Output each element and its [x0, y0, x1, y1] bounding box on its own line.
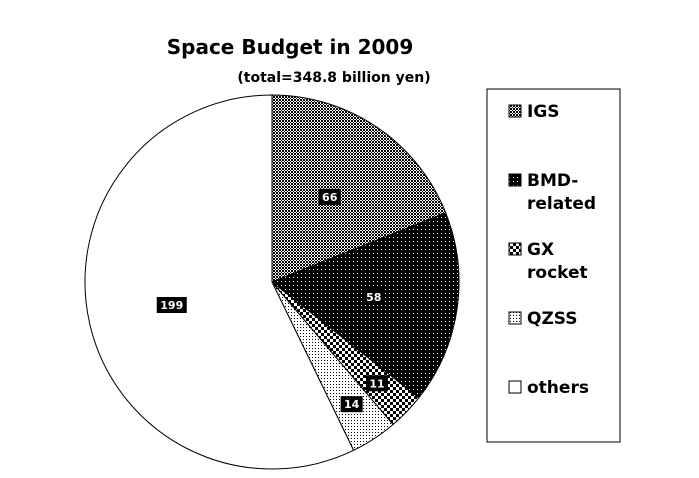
data-label-others: 199: [156, 297, 187, 314]
legend-swatch: [508, 173, 522, 187]
pie-slice-others: [84, 94, 355, 470]
data-label-gx-rocket: 11: [365, 375, 388, 392]
pie-slice-bmd-related: [271, 212, 460, 399]
chart-title: Space Budget in 2009: [167, 35, 414, 59]
legend-swatch: [508, 104, 522, 118]
data-label-text: 14: [344, 398, 360, 411]
pie-data-labels: 66 58 11 14 199: [156, 188, 388, 413]
legend-label: others: [527, 378, 589, 398]
pie-slices: [84, 94, 460, 470]
legend-swatch: [508, 242, 522, 256]
data-label-text: 66: [322, 191, 338, 204]
legend-label: IGS: [527, 102, 560, 122]
data-label-text: 58: [366, 291, 381, 304]
legend-item-others: others: [508, 378, 589, 398]
data-label-background: [156, 297, 187, 314]
legend-swatch: [508, 380, 522, 394]
data-label-igs: 66: [318, 188, 341, 205]
data-label-qzss: 14: [340, 396, 363, 413]
legend-label: GX: [527, 240, 554, 260]
legend-label: rocket: [527, 263, 588, 283]
legend-label: BMD-: [527, 171, 578, 191]
chart-subtitle: (total=348.8 billion yen): [237, 70, 430, 86]
data-label-background: [340, 396, 363, 413]
data-label-text: 11: [369, 377, 384, 390]
legend-label: related: [527, 194, 596, 214]
data-label-text: 199: [160, 299, 183, 312]
data-label-bmd-related: 58: [362, 288, 385, 305]
legend-item-gx-rocket: GX rocket: [508, 240, 588, 283]
legend: IGS BMD-related GX rocket QZSS others: [486, 88, 621, 443]
legend-item-qzss: QZSS: [508, 309, 578, 329]
legend-item-igs: IGS: [508, 102, 560, 122]
legend-box: [486, 88, 621, 443]
data-label-background: [318, 188, 341, 205]
pie-slice-igs: [271, 94, 447, 283]
legend-label: QZSS: [527, 309, 578, 329]
data-label-background: [365, 375, 388, 392]
data-label-background: [362, 288, 385, 305]
legend-item-bmd-related: BMD-related: [508, 171, 596, 214]
legend-swatch: [508, 311, 522, 325]
